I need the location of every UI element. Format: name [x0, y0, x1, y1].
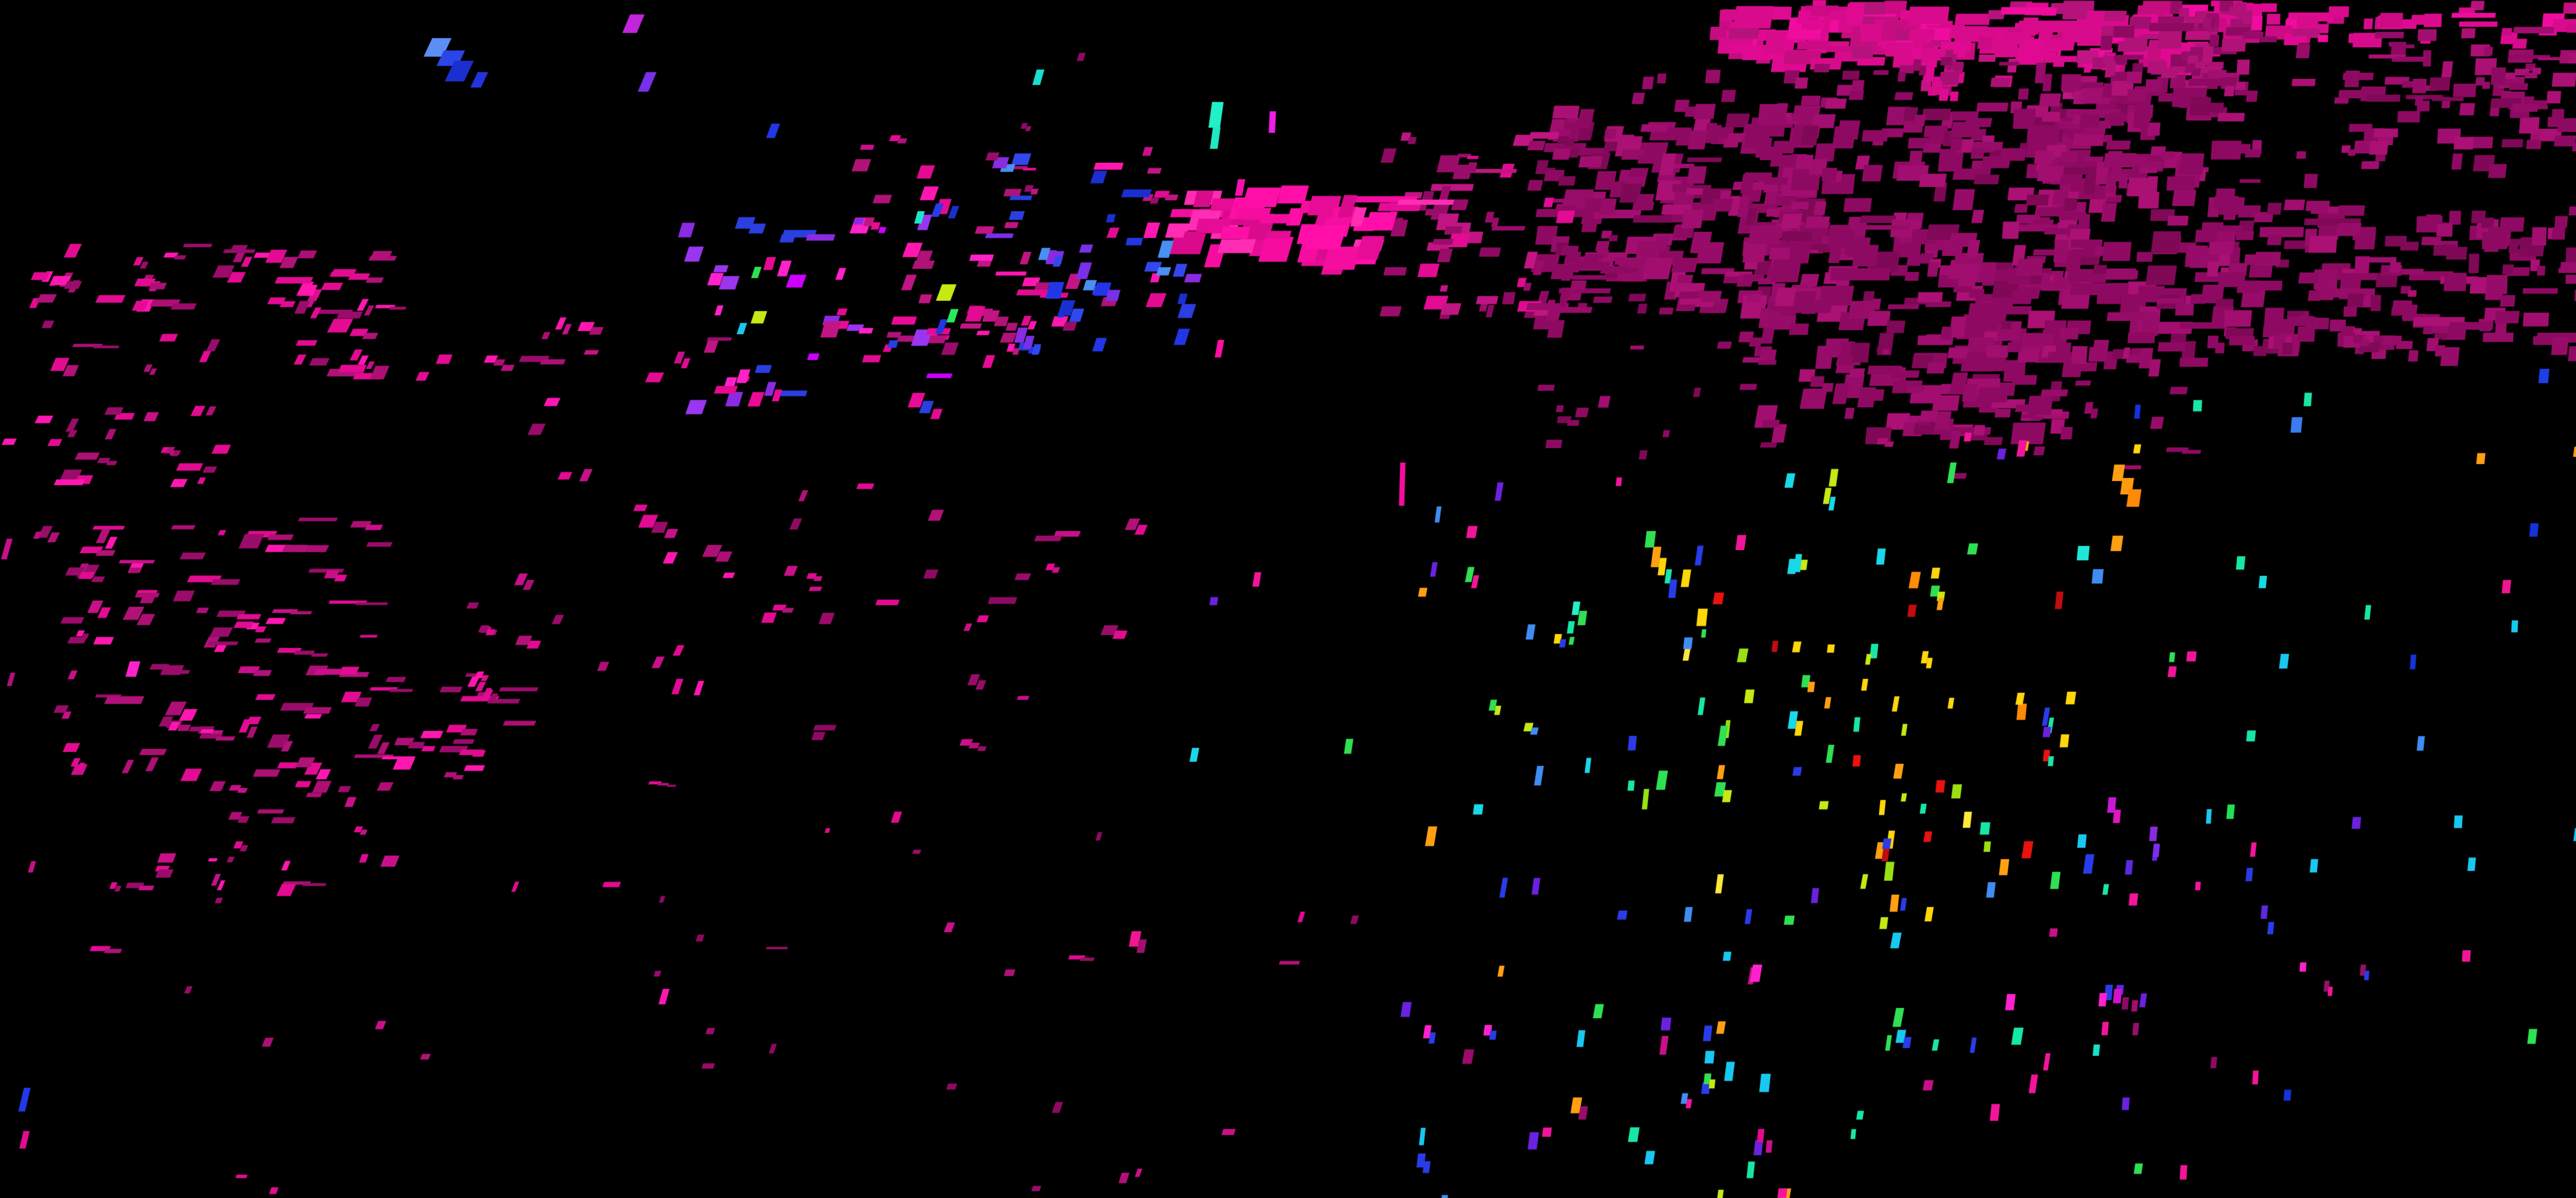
point-cloud-canvas	[0, 0, 2576, 1198]
point-cloud-view	[0, 0, 2576, 1198]
